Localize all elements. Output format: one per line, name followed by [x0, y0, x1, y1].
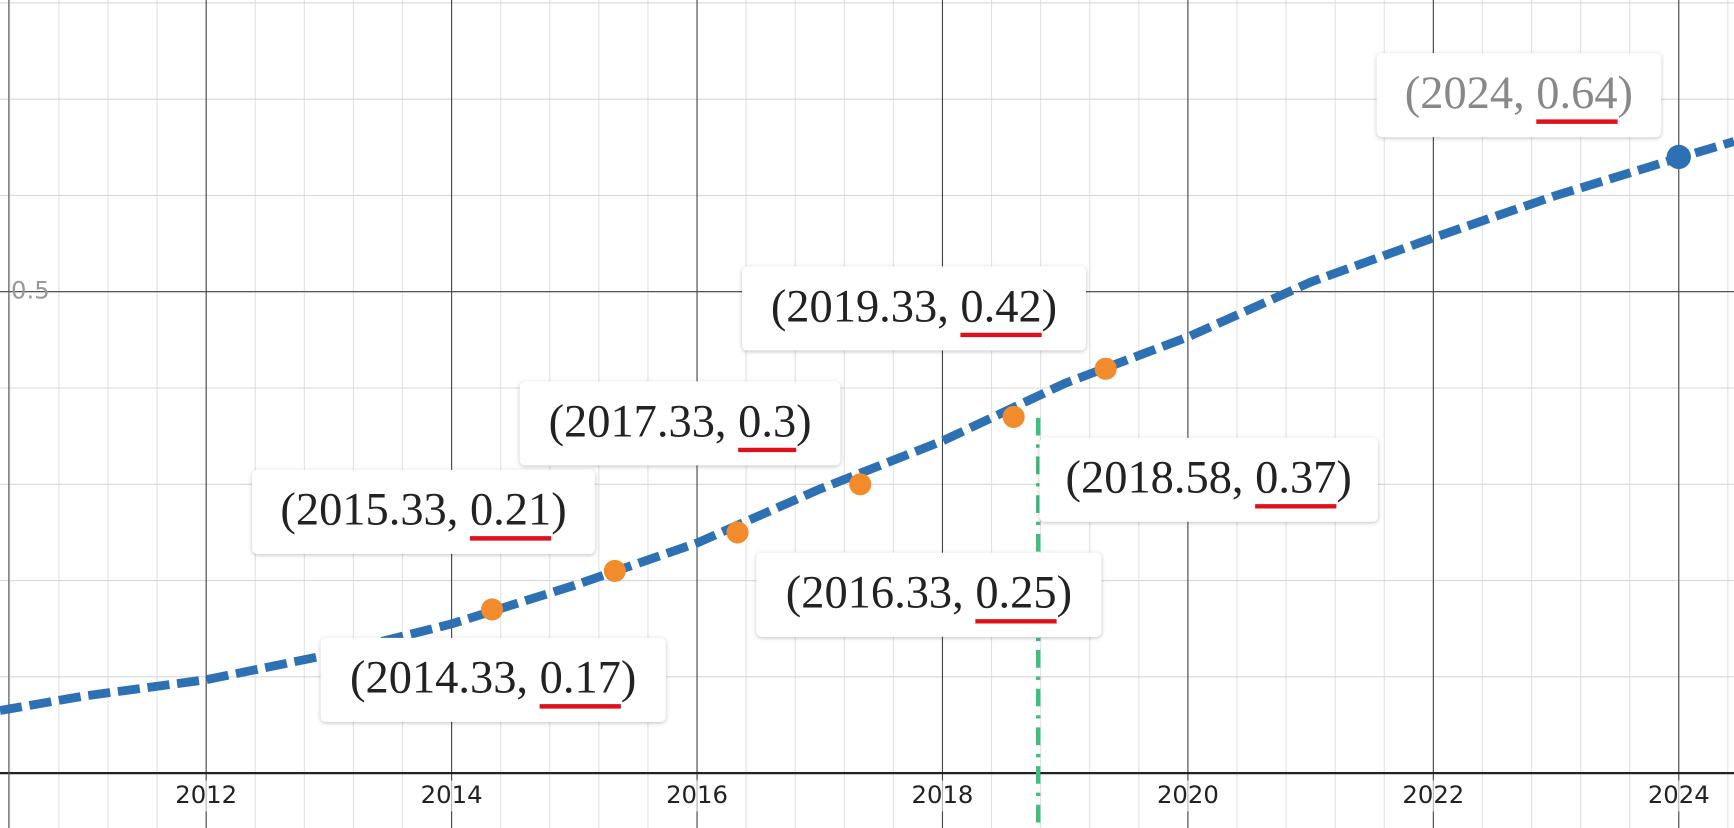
label-box: [519, 381, 841, 466]
label-box: [742, 266, 1086, 351]
x-tick-label: 2016: [666, 780, 728, 809]
point-label: (2015.33, 0.21): [280, 485, 566, 536]
curve: [0, 137, 1734, 715]
y-tick-label: 0.5: [11, 276, 50, 305]
point-label: (2016.33, 0.25): [786, 568, 1072, 619]
point: [849, 473, 872, 496]
x-tick-label: 2014: [421, 780, 483, 809]
x-tick-label: 2024: [1648, 780, 1710, 809]
x-tick-label: 2020: [1157, 780, 1219, 809]
point: [726, 521, 749, 544]
tick-label-bg: [659, 780, 735, 812]
point: [603, 559, 626, 582]
label-box: [1376, 53, 1662, 138]
label-box: [756, 552, 1102, 637]
point-label: (2018.58, 0.37): [1066, 453, 1352, 504]
tick-label-bg: [1395, 780, 1471, 812]
point: [1666, 144, 1691, 170]
point: [1002, 405, 1025, 428]
tick-label-bg: [168, 780, 244, 812]
x-tick-label: 2018: [912, 780, 974, 809]
point: [1094, 357, 1117, 380]
point-label: (2024, 0.64): [1405, 68, 1633, 119]
tick-label-bg: [1150, 780, 1226, 812]
point: [481, 598, 504, 621]
tick-label-bg: [1641, 780, 1717, 812]
tick-label-bg: [414, 780, 490, 812]
point-label: (2019.33, 0.42): [771, 281, 1057, 332]
point-label: (2017.33, 0.3): [549, 396, 812, 447]
point-label: (2014.33, 0.17): [350, 653, 636, 704]
label-box: [320, 637, 666, 722]
tick-label-bg: [904, 780, 981, 812]
x-tick-label: 2012: [175, 780, 237, 809]
label-box: [1039, 437, 1378, 522]
x-tick-label: 2022: [1402, 780, 1464, 809]
label-box: [252, 469, 595, 554]
